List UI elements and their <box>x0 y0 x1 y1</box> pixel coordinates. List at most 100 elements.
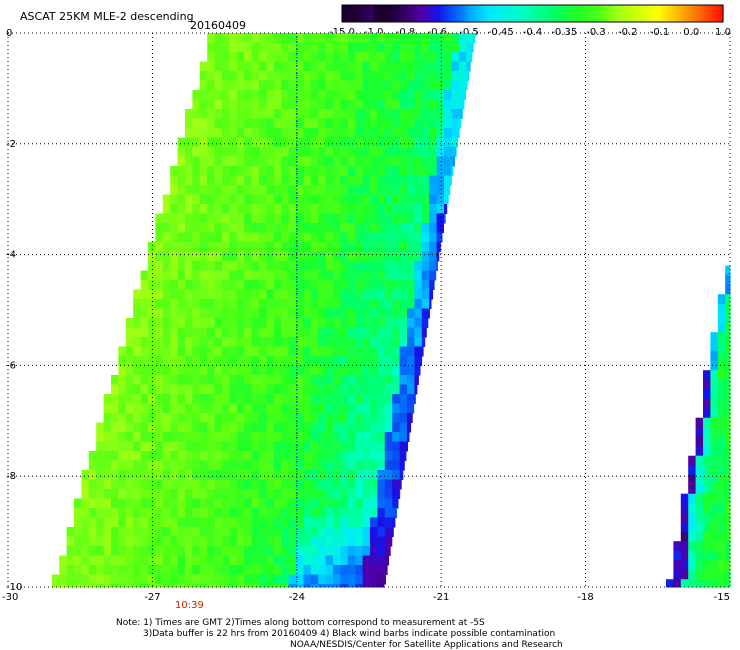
data-cell <box>266 42 275 53</box>
data-cell <box>399 109 408 119</box>
data-cell <box>384 403 393 414</box>
data-cell <box>155 327 164 338</box>
data-cell <box>222 384 230 395</box>
data-cell <box>318 232 327 243</box>
data-cell <box>281 546 290 556</box>
data-cell <box>155 460 164 471</box>
data-cell <box>207 584 216 588</box>
data-cell <box>325 204 334 214</box>
data-cell <box>273 413 282 423</box>
colorbar-segment <box>716 5 721 22</box>
data-cell <box>725 522 731 533</box>
data-cell <box>170 508 179 518</box>
data-cell <box>162 232 171 243</box>
data-cell <box>673 550 682 561</box>
data-cell <box>244 42 253 53</box>
data-cell <box>407 166 415 176</box>
data-cell <box>310 280 319 290</box>
data-cell <box>347 261 356 271</box>
data-cell <box>273 185 282 195</box>
data-cell <box>155 232 164 243</box>
data-cell <box>273 33 282 43</box>
data-cell <box>59 584 68 588</box>
data-cell <box>273 508 282 518</box>
data-cell <box>140 365 149 376</box>
data-cell <box>155 479 164 490</box>
data-cell <box>266 232 275 243</box>
data-cell <box>296 489 304 499</box>
data-cell <box>214 289 223 300</box>
data-cell <box>717 503 726 514</box>
data-cell <box>303 90 312 100</box>
data-cell <box>170 574 179 585</box>
data-cell <box>340 242 349 252</box>
data-cell <box>333 137 341 148</box>
data-cell <box>399 223 408 233</box>
data-cell <box>303 546 312 556</box>
data-cell <box>355 470 364 480</box>
data-cell <box>340 574 349 585</box>
colorbar-segment <box>719 5 724 22</box>
data-cell <box>177 489 186 499</box>
colorbar-segment <box>583 5 588 22</box>
data-cell <box>259 479 267 490</box>
data-cell <box>414 280 423 290</box>
data-cell <box>399 99 408 110</box>
data-cell <box>310 422 319 433</box>
data-cell <box>710 332 719 343</box>
data-cell <box>370 280 378 290</box>
x-tick-label: -18 <box>577 592 593 603</box>
data-cell <box>377 270 386 281</box>
data-cell <box>214 546 223 556</box>
data-cell <box>214 109 223 119</box>
data-cell <box>148 422 156 433</box>
data-cell <box>103 441 112 452</box>
data-cell <box>377 489 386 499</box>
data-cell <box>214 460 223 471</box>
data-cell <box>318 508 327 518</box>
data-cell <box>384 213 393 224</box>
data-cell <box>318 128 327 138</box>
colorbar-segment <box>392 5 397 22</box>
data-cell <box>310 413 319 423</box>
data-cell <box>177 327 186 338</box>
data-cell <box>347 422 356 433</box>
data-cell <box>266 489 275 499</box>
data-cell <box>177 356 186 366</box>
data-cell <box>229 42 238 53</box>
data-cell <box>170 451 179 461</box>
data-cell <box>310 527 319 537</box>
data-cell <box>296 270 304 281</box>
data-cell <box>266 156 275 167</box>
data-cell <box>281 147 290 157</box>
colorbar-segment <box>646 5 651 22</box>
data-cell <box>199 204 208 214</box>
data-cell <box>162 451 171 461</box>
data-cell <box>384 555 390 566</box>
data-cell <box>451 166 454 176</box>
data-cell <box>429 156 438 167</box>
data-cell <box>703 541 711 552</box>
data-cell <box>199 156 208 167</box>
data-cell <box>407 413 413 423</box>
data-cell <box>695 484 704 495</box>
data-cell <box>355 109 364 119</box>
data-cell <box>177 261 186 271</box>
data-cell <box>259 451 267 461</box>
data-cell <box>288 280 297 290</box>
data-cell <box>296 517 304 528</box>
data-cell <box>266 536 275 547</box>
data-cell <box>288 175 297 186</box>
data-cell <box>370 52 378 62</box>
data-cell <box>362 185 371 195</box>
data-cell <box>717 522 726 533</box>
data-cell <box>170 299 179 309</box>
data-cell <box>222 128 230 138</box>
data-cell <box>362 204 371 214</box>
data-cell <box>214 147 223 157</box>
data-cell <box>444 33 452 43</box>
data-cell <box>162 584 171 588</box>
data-cell <box>103 574 112 585</box>
data-cell <box>281 61 290 72</box>
data-cell <box>236 61 245 72</box>
